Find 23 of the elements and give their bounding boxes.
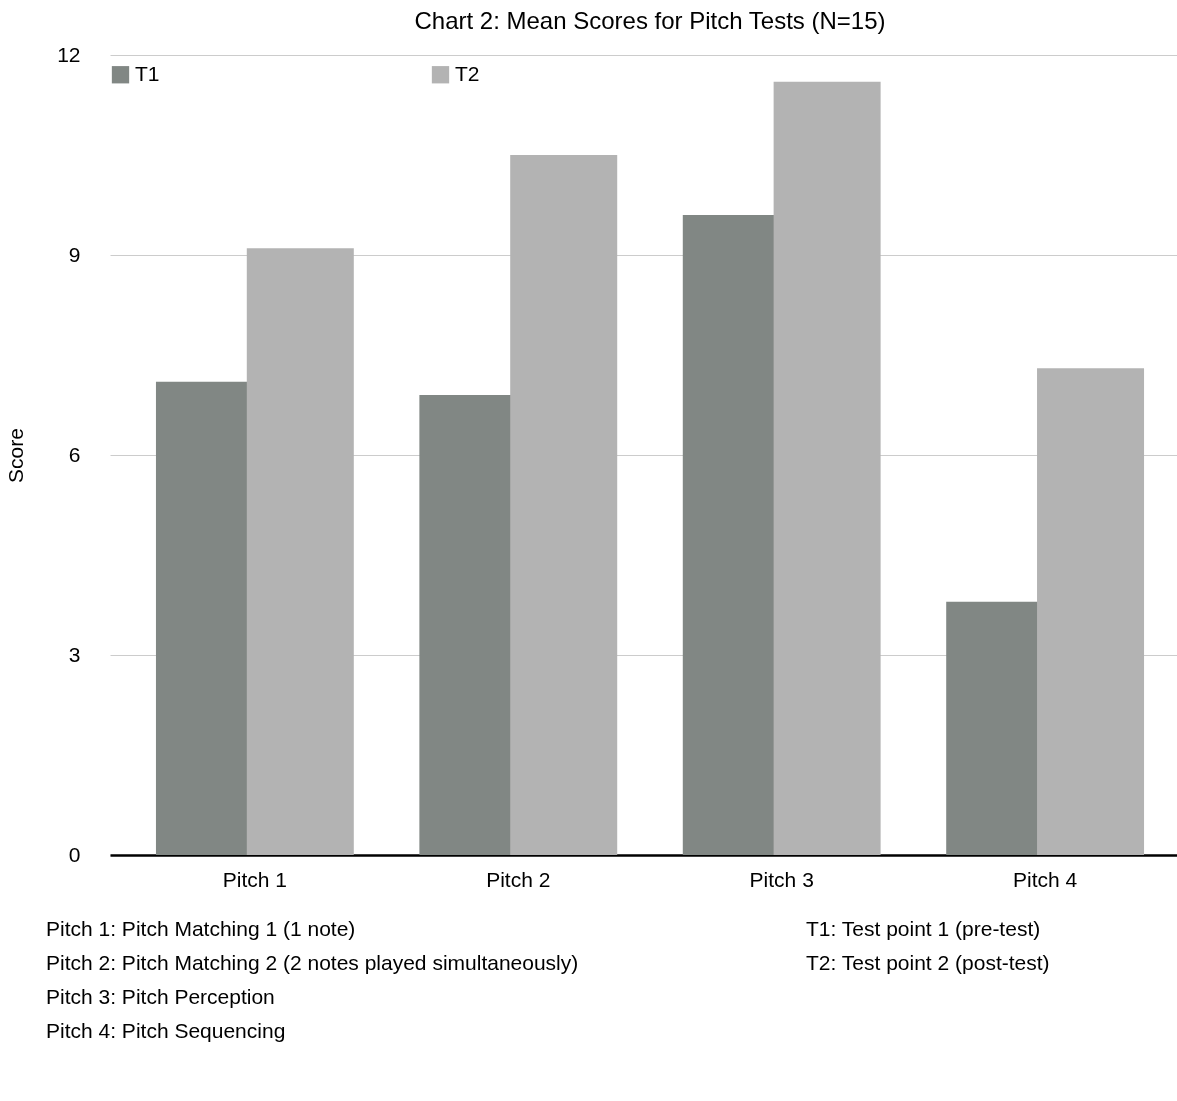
text: Pitch 2: Pitch Matching 2 (2 notes played simultaneously): [46, 951, 580, 975]
y-tick-label: 6: [68, 442, 81, 466]
x-tick-label: Pitch 3: [749, 867, 814, 891]
text: T2: Test point 2 (post-test): [806, 951, 1051, 975]
bar: [510, 155, 618, 855]
y-tick-label: 9: [68, 242, 81, 266]
x-tick-label: Pitch 1: [222, 867, 287, 891]
text: T1: Test point 1 (pre-test): [806, 917, 1042, 941]
x-tick-label: Pitch 2: [486, 867, 551, 891]
y-axis-title: Score: [4, 428, 28, 483]
y-tick-label: 0: [68, 842, 81, 866]
bar: [246, 248, 354, 855]
text: Pitch 3: Pitch Perception: [46, 985, 276, 1009]
y-tick-label: 12: [57, 42, 81, 66]
legend-label: T1: [135, 61, 160, 85]
text: Pitch 4: Pitch Sequencing: [46, 1019, 287, 1043]
text: Pitch 1: Pitch Matching 1 (1 note): [46, 917, 357, 941]
x-tick-label: Pitch 4: [1013, 867, 1078, 891]
bar: [1037, 368, 1145, 855]
chart-title: Chart 2: Mean Scores for Pitch Tests (N=15): [414, 7, 886, 34]
bar: [773, 81, 881, 855]
legend-label: T2: [455, 61, 480, 85]
y-tick-label: 3: [68, 642, 81, 666]
